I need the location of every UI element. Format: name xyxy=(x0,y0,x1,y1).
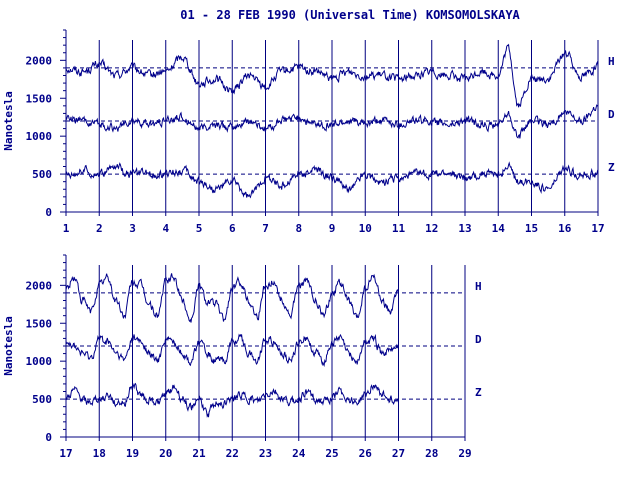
x-tick-label: 12 xyxy=(425,222,438,235)
x-tick-label: 6 xyxy=(229,222,236,235)
x-tick-label: 15 xyxy=(525,222,538,235)
x-tick-label: 5 xyxy=(196,222,203,235)
y-tick-label: 0 xyxy=(45,431,52,444)
series-trace-h xyxy=(65,43,599,108)
x-tick-label: 23 xyxy=(259,447,272,460)
y-axis-label: Nanotesla xyxy=(2,316,15,376)
x-tick-label: 11 xyxy=(392,222,406,235)
x-tick-label: 19 xyxy=(126,447,139,460)
x-tick-label: 27 xyxy=(392,447,405,460)
component-label-z: Z xyxy=(608,161,615,174)
x-tick-label: 22 xyxy=(226,447,239,460)
x-tick-label: 18 xyxy=(93,447,106,460)
x-tick-label: 7 xyxy=(262,222,269,235)
series-trace-d xyxy=(65,333,399,367)
y-tick-label: 1500 xyxy=(26,317,53,330)
x-tick-label: 10 xyxy=(359,222,372,235)
x-tick-label: 24 xyxy=(292,447,306,460)
y-tick-label: 1500 xyxy=(26,92,53,105)
component-label-h: H xyxy=(475,280,482,293)
x-tick-label: 26 xyxy=(359,447,373,460)
y-tick-label: 0 xyxy=(45,206,52,219)
y-tick-label: 500 xyxy=(32,393,52,406)
x-tick-label: 21 xyxy=(192,447,206,460)
x-tick-label: 17 xyxy=(59,447,72,460)
x-tick-label: 2 xyxy=(96,222,103,235)
y-tick-label: 2000 xyxy=(26,279,53,292)
x-tick-label: 1 xyxy=(63,222,70,235)
component-label-h: H xyxy=(608,55,615,68)
x-tick-label: 20 xyxy=(159,447,172,460)
x-tick-label: 16 xyxy=(558,222,572,235)
x-tick-label: 14 xyxy=(492,222,506,235)
y-axis-label: Nanotesla xyxy=(2,91,15,151)
x-tick-label: 28 xyxy=(425,447,438,460)
series-trace-h xyxy=(65,273,399,323)
y-tick-label: 1000 xyxy=(26,355,53,368)
x-tick-label: 29 xyxy=(458,447,471,460)
component-label-d: D xyxy=(475,333,482,346)
x-tick-label: 13 xyxy=(458,222,471,235)
x-tick-label: 3 xyxy=(129,222,136,235)
x-tick-label: 9 xyxy=(329,222,336,235)
y-tick-label: 2000 xyxy=(26,54,53,67)
series-trace-z xyxy=(65,382,399,418)
x-tick-label: 17 xyxy=(591,222,604,235)
chart-title: 01 - 28 FEB 1990 (Universal Time) KOMSOM… xyxy=(180,8,520,22)
component-label-z: Z xyxy=(475,386,482,399)
series-trace-d xyxy=(65,104,599,139)
y-tick-label: 1000 xyxy=(26,130,53,143)
x-tick-label: 4 xyxy=(162,222,169,235)
x-tick-label: 8 xyxy=(295,222,302,235)
series-trace-z xyxy=(65,161,599,199)
y-tick-label: 500 xyxy=(32,168,52,181)
x-tick-label: 25 xyxy=(325,447,338,460)
component-label-d: D xyxy=(608,108,615,121)
